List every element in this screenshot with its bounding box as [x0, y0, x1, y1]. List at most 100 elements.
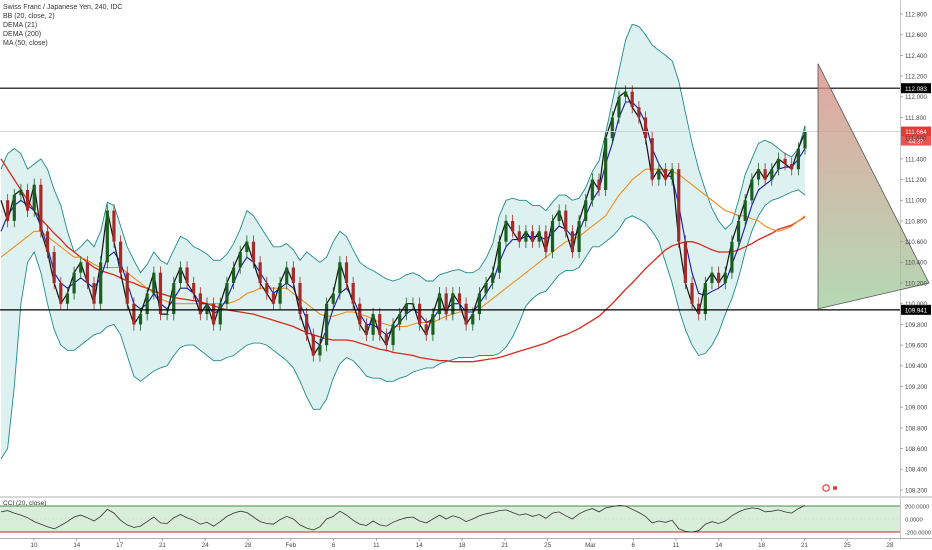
time-tick-label: 28	[245, 542, 252, 549]
candle-body	[544, 231, 548, 252]
time-tick-label: 11	[373, 542, 380, 549]
candle-body	[477, 293, 482, 315]
candle-body	[697, 303, 701, 315]
candle-body	[384, 334, 388, 346]
time-tick-label: 25	[544, 542, 551, 549]
horizontal-levels[interactable]: 112.083 109.941 111.664 44:37	[0, 83, 931, 315]
price-tick-label: 108.600	[905, 446, 928, 453]
price-tick-label: 111.200	[905, 177, 927, 184]
candle-body	[796, 148, 800, 170]
price-tick-label: 112.600	[905, 32, 927, 39]
candle-body	[424, 324, 428, 335]
candle-body	[530, 231, 535, 242]
time-tick-label: 11	[673, 542, 680, 549]
candle-body	[776, 158, 781, 170]
price-tick-label: 108.400	[905, 467, 928, 474]
candle-body	[225, 283, 229, 304]
candle-body	[650, 138, 654, 180]
time-tick-label: 21	[159, 542, 166, 549]
candle-body	[783, 158, 787, 165]
time-scale[interactable]: 10 14 17 21 24 28 Feb 6 11 14 18 21 25 Mar 6 11 14 18 21 25…	[31, 538, 894, 549]
candle-body	[245, 241, 249, 252]
price-tick-label: 112.200	[905, 73, 927, 80]
candle-body	[371, 314, 375, 335]
time-tick-label: 18	[459, 542, 466, 549]
cci-tick-label: -200.0000	[905, 530, 931, 536]
candle-body	[338, 262, 342, 294]
candle-body	[205, 303, 209, 315]
symbol-title[interactable]: Swiss Franc / Japanese Yen, 240, IDC	[3, 4, 123, 11]
candle-body	[723, 272, 727, 284]
price-tick-label: 110.400	[905, 260, 927, 267]
candle-body	[165, 314, 169, 316]
projection-shape	[817, 63, 930, 310]
candle-body	[577, 220, 581, 252]
price-tick-label: 108.800	[905, 425, 928, 432]
candle-body	[358, 303, 362, 325]
candle-body	[484, 283, 488, 294]
candle-body	[743, 200, 747, 221]
legend-dema21[interactable]: DEMA (21)	[3, 22, 38, 29]
price-tick-label: 112.000	[905, 94, 927, 101]
last-price-label: 111.664	[905, 129, 927, 136]
candle-body	[717, 272, 721, 284]
time-tick-label: 17	[116, 542, 123, 549]
candle-body	[19, 189, 23, 196]
candle-body	[105, 210, 109, 263]
candle-body	[491, 272, 495, 284]
price-tick-label: 111.400	[905, 156, 927, 163]
candle-body	[517, 231, 521, 242]
time-tick-label: 14	[715, 542, 722, 549]
legend-ma50[interactable]: MA (50, close)	[3, 40, 48, 47]
price-tick-label: 110.800	[905, 218, 927, 225]
cci-pane: 200.0000 0.0000 -200.0000	[0, 504, 931, 536]
candle-body	[690, 283, 694, 304]
candle-body	[119, 241, 123, 273]
time-tick-label: 24	[202, 542, 209, 549]
candle-body	[32, 184, 36, 211]
bb-lower-line	[0, 189, 806, 460]
time-tick-label: 6	[631, 542, 635, 549]
candle-body	[192, 283, 196, 294]
candle-body	[178, 267, 183, 284]
candle-body	[231, 267, 236, 284]
projection-triangle[interactable]	[817, 63, 930, 310]
cci-tick-label: 200.0000	[905, 504, 929, 510]
replay-icon[interactable]	[822, 484, 837, 492]
candle-body	[411, 303, 415, 305]
candle-body	[278, 283, 282, 304]
candle-body	[437, 293, 442, 315]
countdown-badge	[901, 136, 931, 146]
candle-body	[12, 195, 16, 221]
candle-body	[584, 200, 588, 221]
candle-body	[265, 283, 269, 294]
candle-body	[451, 293, 455, 315]
price-tick-label: 112.400	[905, 53, 927, 60]
candle-body	[504, 220, 508, 242]
candle-body	[158, 272, 163, 315]
candle-body	[597, 179, 601, 190]
cci-legend[interactable]: CCI (20, close)	[3, 500, 47, 507]
candle-body	[311, 334, 315, 356]
candle-body	[212, 303, 216, 325]
last-price-badge	[901, 126, 931, 137]
time-tick-label: 10	[31, 542, 38, 549]
candle-body	[637, 107, 641, 118]
candle-body	[185, 267, 189, 284]
candle-body	[736, 220, 741, 242]
candle-body	[730, 241, 734, 273]
price-tick-label: 111.800	[905, 115, 927, 122]
price-scale[interactable]: 112.800 112.600 112.400 112.200 112.000 111.8…	[900, 11, 928, 494]
time-tick-label: 28	[887, 542, 894, 549]
candle-body	[457, 293, 462, 304]
candle-body	[444, 293, 448, 315]
legend-dema200[interactable]: DEMA (200)	[3, 31, 42, 38]
candle-body	[617, 96, 621, 118]
candle-body	[351, 283, 355, 304]
candle-body	[52, 252, 56, 284]
legend-bb[interactable]: BB (20, close, 2)	[3, 13, 55, 20]
time-tick-label: Mar	[585, 542, 596, 549]
level-label-1: 109.941	[905, 307, 928, 314]
cci-tick-label: 0.0000	[905, 517, 923, 523]
